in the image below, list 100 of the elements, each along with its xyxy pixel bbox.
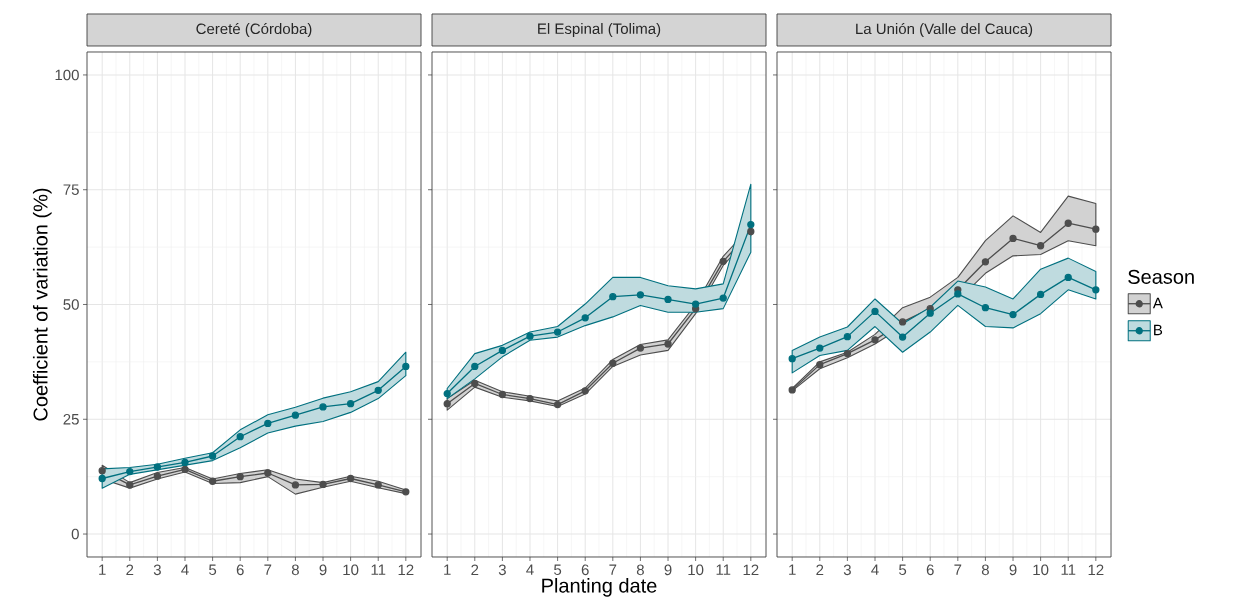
point [1036, 242, 1045, 250]
point [402, 362, 410, 371]
point [553, 400, 562, 409]
x-tick-label: 11 [716, 564, 731, 575]
x-tick-label: 6 [926, 564, 934, 576]
point [788, 386, 796, 394]
point [471, 362, 479, 371]
point [719, 294, 727, 302]
x-tick-label: 11 [371, 564, 386, 575]
x-tick-label: 1 [444, 564, 451, 575]
point [208, 477, 217, 485]
x-tick-label: 8 [981, 564, 989, 576]
point [319, 480, 327, 489]
point [636, 344, 645, 352]
x-tick-label: 4 [526, 564, 534, 575]
point [1092, 225, 1100, 233]
point [291, 411, 300, 419]
point [346, 474, 355, 483]
point [1064, 273, 1072, 282]
point [747, 227, 755, 236]
chart-title: La Unión (Valle del Cauca) [856, 22, 1033, 38]
point [126, 481, 134, 489]
point [153, 463, 162, 471]
x-tick-label: 3 [498, 564, 506, 576]
x-tick-label: 5 [899, 564, 907, 575]
point [181, 465, 189, 473]
chart-title: Cereté (Córdoba) [196, 22, 312, 38]
point [553, 328, 562, 336]
legend-label: A [1152, 297, 1163, 309]
point [264, 419, 272, 428]
point [236, 433, 244, 441]
point [98, 474, 106, 483]
point [664, 340, 672, 348]
point [816, 344, 824, 352]
point [1009, 310, 1017, 319]
point [98, 467, 106, 475]
point [898, 333, 907, 341]
x-tick-label: 9 [1009, 564, 1017, 576]
point [719, 257, 727, 265]
point [526, 332, 534, 340]
y-tick-label: 75 [63, 184, 79, 195]
x-tick-label: 2 [126, 564, 134, 576]
point [609, 293, 617, 301]
point [1009, 234, 1017, 243]
x-tick-label: 3 [843, 564, 851, 576]
x-tick-label: 2 [816, 564, 824, 576]
point [264, 469, 272, 477]
point [581, 314, 589, 322]
x-tick-label: 7 [264, 564, 272, 575]
point [747, 220, 755, 229]
point [636, 291, 645, 299]
point [871, 307, 879, 316]
point [526, 394, 534, 403]
point [291, 481, 300, 489]
point [236, 473, 244, 481]
y-axis-title: Coefficient of variation (%) [32, 188, 52, 421]
point [843, 349, 852, 358]
point [788, 355, 796, 363]
point [664, 295, 672, 304]
y-tick-label: 50 [63, 299, 79, 310]
point [898, 318, 907, 326]
x-tick-label: 7 [954, 564, 962, 575]
point [1092, 286, 1100, 294]
x-tick-label: 11 [1061, 564, 1076, 575]
point [374, 386, 382, 394]
x-tick-label: 12 [743, 564, 759, 576]
point [691, 300, 700, 308]
legend-title: Season [1128, 269, 1194, 284]
x-tick-label: 5 [209, 564, 217, 575]
point [498, 346, 507, 355]
point [816, 360, 824, 369]
y-tick-label: 25 [63, 413, 79, 425]
point [609, 359, 617, 367]
point [843, 332, 852, 341]
x-tick-label: 4 [181, 564, 189, 575]
point [153, 472, 162, 480]
x-tick-label: 6 [581, 564, 589, 576]
point [981, 258, 990, 266]
point [581, 387, 589, 395]
point [319, 403, 327, 411]
point [926, 309, 934, 317]
chart-title: El Espinal (Tolima) [538, 23, 661, 37]
point [1036, 290, 1045, 299]
point [498, 390, 507, 399]
x-tick-label: 1 [99, 564, 106, 575]
point [954, 290, 962, 298]
x-axis-title: Planting date [542, 578, 657, 597]
point [208, 452, 217, 460]
point [443, 389, 451, 398]
x-tick-label: 7 [609, 564, 617, 575]
point [402, 488, 410, 496]
y-tick-label: 100 [55, 69, 79, 81]
point [346, 400, 355, 408]
x-tick-label: 4 [871, 564, 879, 575]
x-tick-label: 9 [319, 564, 327, 576]
x-tick-label: 9 [664, 564, 672, 576]
point [1064, 219, 1072, 227]
y-tick-label: 0 [71, 528, 79, 540]
x-tick-label: 1 [789, 564, 796, 575]
x-tick-label: 12 [1088, 564, 1104, 576]
